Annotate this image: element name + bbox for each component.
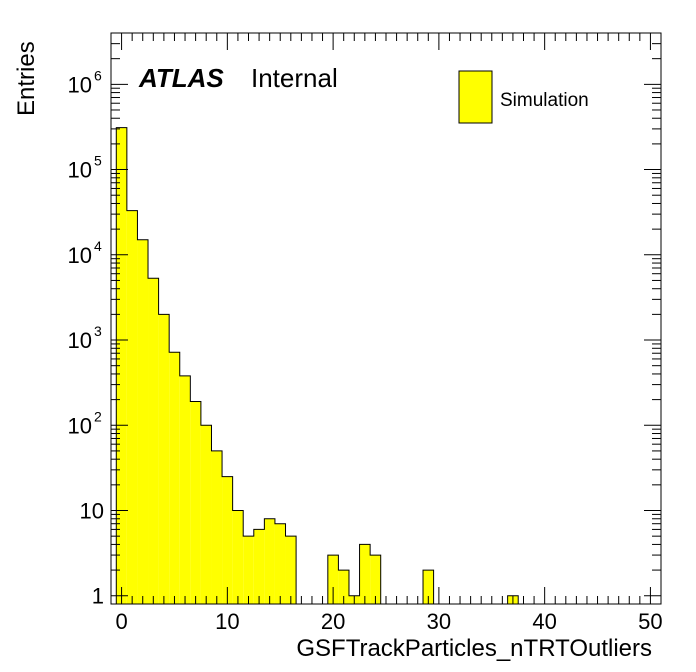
y-tick-label: 10 3: [68, 323, 102, 353]
y-tick-base: 10: [68, 328, 92, 353]
histogram-bar: [423, 570, 434, 604]
histogram-bar: [137, 239, 149, 604]
histogram-bar: [200, 425, 212, 604]
legend-label-simulation: Simulation: [500, 90, 589, 111]
histogram-bar: [126, 210, 138, 604]
histogram-bar: [211, 450, 223, 604]
histogram-bar: [116, 127, 127, 604]
x-tick-label: 40: [532, 609, 556, 634]
histogram-bars: [116, 127, 519, 604]
legend-swatch-simulation: [458, 70, 493, 124]
histogram-outline: [115, 127, 529, 605]
y-tick-base: 10: [68, 413, 92, 438]
y-tick-exponent: 5: [94, 153, 102, 169]
x-tick-label: 50: [638, 609, 662, 634]
histogram-bar: [327, 555, 339, 604]
histogram-bar: [285, 536, 297, 604]
y-tick-label: 10 4: [68, 238, 102, 268]
x-axis-label: GSFTrackParticles_nTRTOutliers: [296, 635, 652, 662]
atlas-label: ATLAS: [138, 63, 224, 93]
histogram-bar: [338, 570, 349, 604]
y-axis-label: Entries: [13, 41, 40, 116]
x-tick-label: 0: [115, 609, 127, 634]
y-tick-exponent: 3: [94, 323, 102, 339]
histogram-bar: [179, 375, 191, 604]
histogram-bar: [232, 510, 244, 604]
y-tick-base: 10: [68, 243, 92, 268]
legend: Simulation: [458, 70, 589, 124]
y-tick-base: 10: [68, 72, 92, 97]
y-tick-label: 1: [92, 584, 104, 609]
histogram-bar: [274, 523, 286, 604]
x-tick-labels: 0 10 20 30 40 50: [115, 609, 662, 634]
histogram-bar: [169, 352, 180, 604]
histogram-bar: [158, 314, 170, 604]
histogram-bar: [148, 278, 159, 604]
histogram-bar: [243, 536, 254, 604]
histogram-bar: [370, 555, 381, 604]
axis-ticks: [110, 32, 662, 604]
histogram-bar: [264, 518, 275, 604]
x-tick-label: 30: [427, 609, 451, 634]
x-tick-label: 10: [215, 609, 239, 634]
y-tick-label: 10 2: [68, 408, 102, 438]
x-tick-label: 20: [321, 609, 345, 634]
y-tick-base: 10: [68, 158, 92, 183]
status-label: Internal: [251, 63, 338, 93]
histogram-bar: [222, 476, 233, 604]
histogram-bar: [253, 529, 265, 604]
histogram-bar: [359, 544, 371, 604]
y-tick-label: 10 6: [68, 67, 102, 97]
y-tick-exponent: 4: [94, 238, 102, 254]
y-tick-label: 10: [80, 499, 104, 524]
y-tick-exponent: 6: [94, 67, 102, 83]
y-tick-label: 10 5: [68, 153, 102, 183]
y-tick-base: 1: [92, 584, 104, 609]
histogram-bar: [190, 401, 201, 604]
y-tick-exponent: 2: [94, 408, 102, 424]
y-tick-base: 10: [80, 499, 104, 524]
